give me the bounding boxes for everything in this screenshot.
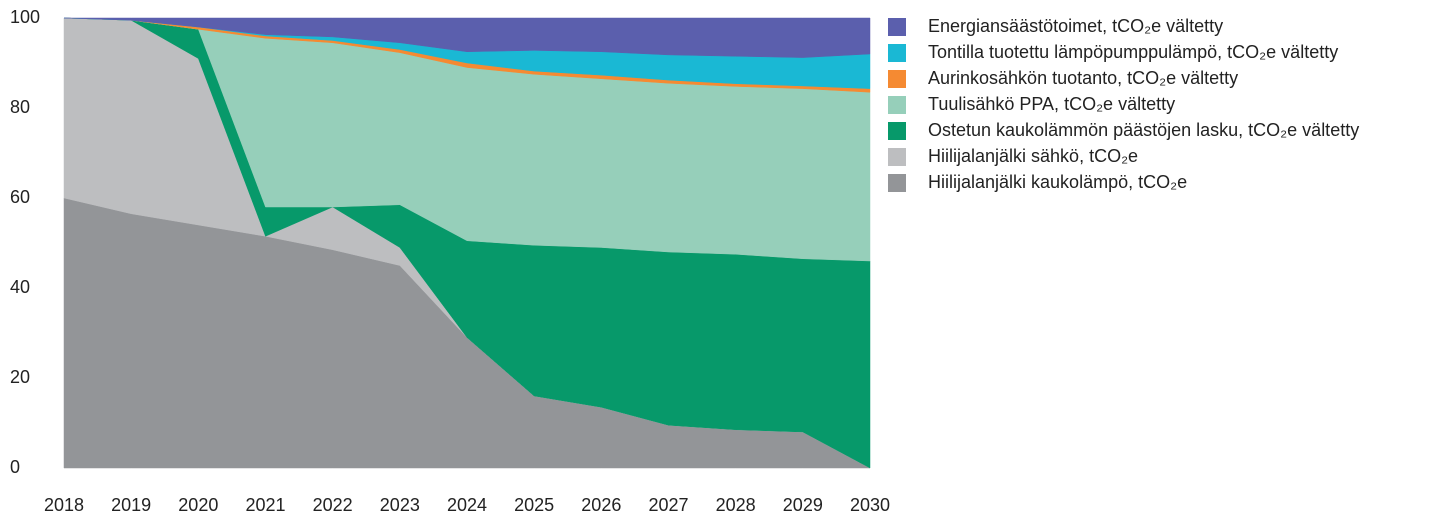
x-tick-label: 2026 (581, 495, 621, 515)
legend-label: Hiilijalanjälki sähkö, tCO₂e (928, 146, 1138, 166)
legend-swatch (888, 174, 906, 192)
legend-swatch (888, 70, 906, 88)
legend-swatch (888, 44, 906, 62)
y-tick-label: 20 (10, 367, 30, 387)
x-tick-label: 2030 (850, 495, 890, 515)
x-tick-label: 2024 (447, 495, 487, 515)
y-tick-label: 100 (10, 7, 40, 27)
legend-swatch (888, 148, 906, 166)
x-tick-label: 2029 (783, 495, 823, 515)
legend-label: Tontilla tuotettu lämpöpumppulämpö, tCO₂… (928, 42, 1338, 62)
y-tick-label: 60 (10, 187, 30, 207)
x-tick-label: 2018 (44, 495, 84, 515)
y-tick-label: 0 (10, 457, 20, 477)
area (63, 17, 871, 58)
legend-label: Tuulisähkö PPA, tCO₂e vältetty (928, 94, 1175, 114)
x-tick-label: 2020 (178, 495, 218, 515)
x-tick-label: 2025 (514, 495, 554, 515)
legend-swatch (888, 96, 906, 114)
x-tick-label: 2023 (380, 495, 420, 515)
y-tick-label: 80 (10, 97, 30, 117)
x-tick-label: 2027 (648, 495, 688, 515)
x-tick-label: 2022 (313, 495, 353, 515)
x-tick-label: 2021 (245, 495, 285, 515)
legend-swatch (888, 122, 906, 140)
legend-label: Energiansäästötoimet, tCO₂e vältetty (928, 16, 1223, 36)
legend-label: Hiilijalanjälki kaukolämpö, tCO₂e (928, 172, 1187, 192)
x-tick-label: 2028 (716, 495, 756, 515)
legend-label: Aurinkosähkön tuotanto, tCO₂e vältetty (928, 68, 1238, 88)
legend-label: Ostetun kaukolämmön päästöjen lasku, tCO… (928, 120, 1359, 140)
y-tick-label: 40 (10, 277, 30, 297)
legend-swatch (888, 18, 906, 36)
x-tick-label: 2019 (111, 495, 151, 515)
